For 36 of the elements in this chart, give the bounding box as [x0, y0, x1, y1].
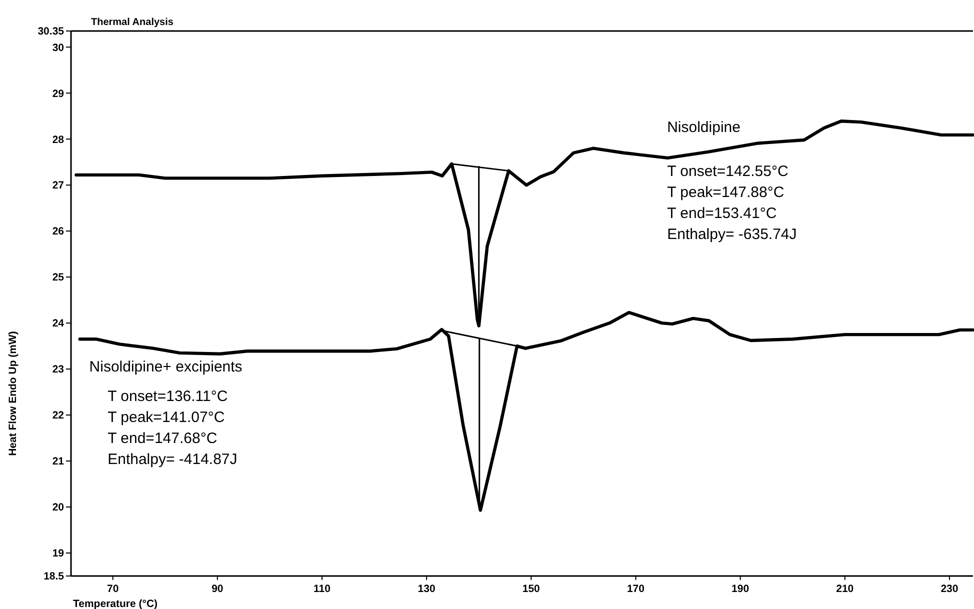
y-tick-label: 24 — [52, 318, 64, 330]
y-tick-label: 18.5 — [44, 570, 64, 583]
y-tick-label: 26 — [52, 226, 64, 238]
x-tick-label: 170 — [626, 583, 645, 595]
series-label: Nisoldipine — [667, 119, 740, 136]
y-tick-label: 30.35 — [38, 26, 64, 38]
x-tick-label: 90 — [212, 583, 224, 595]
y-tick-label: 22 — [52, 410, 64, 422]
x-tick-label: 110 — [314, 583, 331, 595]
series-label: Nisoldipine+ excipients — [89, 358, 242, 376]
y-tick-label: 23 — [52, 364, 64, 376]
annotation: Enthalpy= -414.87J — [108, 451, 238, 468]
x-tick-label: 230 — [940, 583, 958, 595]
annotation: T peak=141.07°C — [108, 409, 225, 426]
y-tick-label: 25 — [52, 272, 64, 284]
x-tick-label: 190 — [732, 583, 750, 595]
annotation: T end=147.68°C — [108, 430, 218, 448]
y-tick-label: 30 — [52, 42, 64, 54]
annotation: T onset=142.55°C — [667, 162, 788, 180]
x-tick-label: 210 — [836, 583, 854, 595]
y-tick-label: 19 — [52, 548, 64, 560]
annotation: Enthalpy= -635.74J — [667, 226, 797, 243]
annotation: T end=153.41°C — [667, 204, 777, 222]
chart-title: Thermal Analysis — [91, 17, 174, 28]
x-axis-title: Temperature (°C) — [73, 598, 158, 609]
annotation: T onset=136.11°C — [108, 388, 228, 406]
y-tick-label: 21 — [52, 456, 64, 468]
y-tick-label: 20 — [52, 502, 64, 514]
y-tick-label: 29 — [52, 88, 64, 100]
x-tick-label: 70 — [106, 583, 119, 595]
y-axis-title: Heat Flow Endo Up (mW) — [7, 331, 19, 456]
y-tick-label: 28 — [52, 134, 64, 146]
x-tick-label: 130 — [418, 583, 436, 595]
annotation: T peak=147.88°C — [667, 184, 784, 201]
y-tick-label: 27 — [52, 180, 64, 192]
x-tick-label: 150 — [522, 583, 540, 595]
